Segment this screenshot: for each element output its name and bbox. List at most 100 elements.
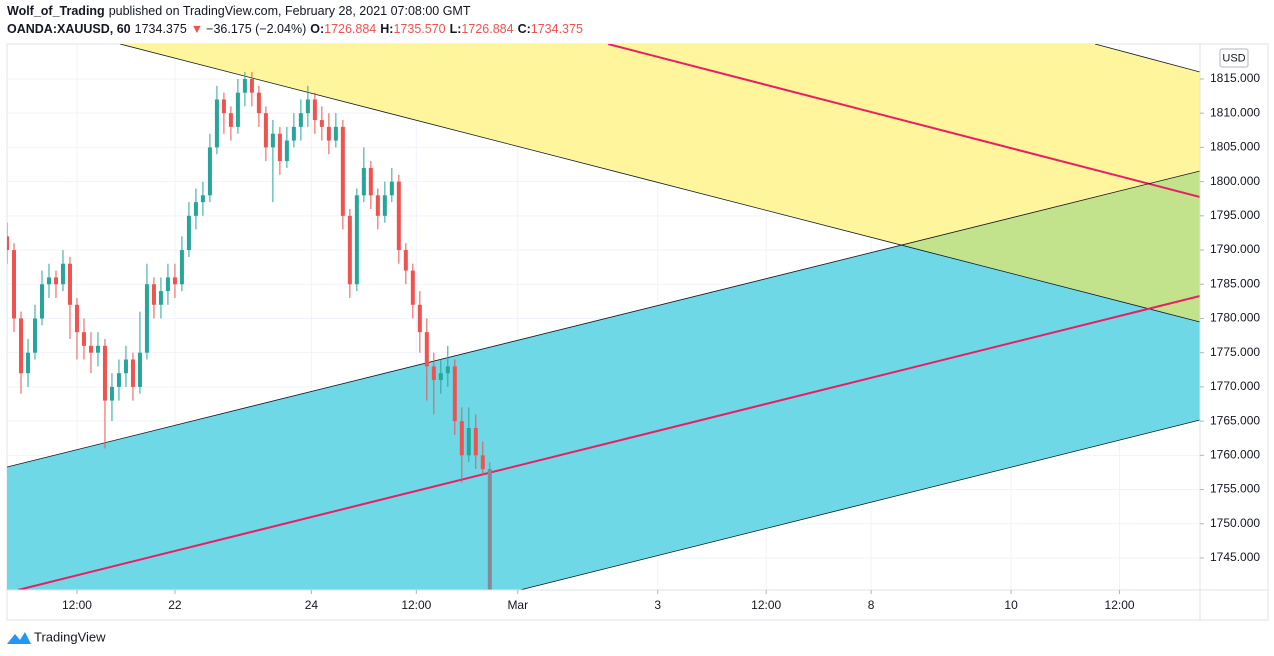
candle-body	[242, 78, 247, 93]
candles	[7, 72, 492, 590]
candle-body	[298, 113, 303, 127]
candle-body	[39, 284, 44, 319]
candle-body	[67, 263, 72, 305]
axes: 1745.000 1750.000 1755.000 1760.000 1765.000…	[62, 71, 1260, 612]
candle-body	[368, 167, 373, 196]
logo-icon	[7, 632, 31, 644]
channel-line[interactable]	[119, 44, 1200, 323]
channel-midline[interactable]	[607, 44, 1200, 198]
candle-body	[221, 99, 226, 114]
candle-body	[137, 352, 142, 387]
candle-body	[382, 195, 387, 216]
y-tick-label: 1755.000	[1210, 482, 1260, 496]
candle-body	[144, 284, 149, 353]
candle-body	[18, 318, 23, 374]
channel-line[interactable]	[519, 419, 1200, 590]
author[interactable]: Wolf_of_Trading	[7, 4, 105, 18]
x-tick-label: 8	[868, 598, 875, 612]
candle-body	[417, 304, 422, 333]
candle-body	[354, 195, 359, 285]
candle-body	[452, 366, 457, 422]
y-tick-label: 1795.000	[1210, 208, 1260, 222]
candle-body	[158, 291, 163, 305]
candle-body	[347, 215, 352, 285]
candle-body	[375, 195, 380, 216]
candle-body	[32, 318, 37, 353]
candle-body	[480, 455, 485, 470]
candle-body	[7, 236, 9, 251]
candle-body	[74, 304, 79, 333]
published: published on TradingView.com, February 2…	[109, 4, 471, 18]
candle-body	[207, 147, 212, 196]
candle-body	[151, 284, 156, 305]
candle-body	[179, 250, 184, 285]
y-tick-label: 1760.000	[1210, 448, 1260, 462]
candle-body	[46, 277, 51, 285]
candle-body	[53, 277, 58, 285]
candle-body	[249, 78, 254, 93]
ohlc-line: OANDA:XAUUSD, 60 1734.375 ▼ −36.175 (−2.04%…	[7, 22, 583, 36]
y-tick-label: 1810.000	[1210, 105, 1260, 119]
candle-body	[284, 140, 289, 162]
brand[interactable]: TradingView	[34, 629, 106, 644]
candle-body	[466, 427, 471, 456]
candle-body	[186, 215, 191, 251]
candle-body	[305, 99, 310, 114]
channel-overlap	[903, 171, 1200, 322]
header-line: Wolf_of_Trading published on TradingView.…	[7, 4, 471, 18]
candle-body	[410, 270, 415, 305]
open-label: O:	[310, 22, 324, 36]
candle-body	[403, 250, 408, 271]
y-tick-label: 1770.000	[1210, 379, 1260, 393]
candle-body	[200, 195, 205, 203]
candle-body	[340, 126, 345, 216]
candle-body	[312, 99, 317, 121]
candle-body	[389, 181, 394, 196]
blue-channel[interactable]	[7, 171, 1200, 590]
candle-body	[459, 421, 464, 456]
drawings	[7, 44, 1200, 590]
candle-body	[81, 332, 86, 346]
candle-body	[424, 332, 429, 367]
x-tick-label: 12:00	[62, 598, 92, 612]
y-tick-label: 1775.000	[1210, 345, 1260, 359]
y-tick-label: 1815.000	[1210, 71, 1260, 85]
logo: TradingView	[7, 629, 106, 644]
y-tick-label: 1800.000	[1210, 174, 1260, 188]
x-tick-label: 12:00	[1105, 598, 1135, 612]
candle-body	[235, 92, 240, 127]
candle-body	[487, 469, 492, 590]
candle-body	[445, 366, 450, 374]
candle-body	[25, 352, 30, 374]
candle-body	[431, 366, 436, 381]
candle-body	[396, 181, 401, 251]
low-value: 1726.884	[461, 22, 513, 36]
symbol: OANDA:XAUUSD, 60	[7, 22, 131, 36]
channel-line[interactable]	[1094, 44, 1200, 73]
close-value: 1734.375	[531, 22, 583, 36]
x-tick-label: 22	[168, 598, 182, 612]
x-tick-label: 12:00	[401, 598, 431, 612]
open-value: 1726.884	[324, 22, 376, 36]
candle-body	[291, 126, 296, 141]
close-label: C:	[518, 22, 531, 36]
currency: USD	[1222, 52, 1245, 64]
change: −36.175 (−2.04%)	[206, 22, 306, 36]
last-price: 1734.375	[135, 22, 187, 36]
low-label: L:	[450, 22, 462, 36]
candle-body	[172, 277, 177, 285]
candle-body	[11, 250, 16, 319]
currency-box[interactable]	[1219, 48, 1249, 68]
candle-body	[116, 373, 121, 387]
channel-line[interactable]	[7, 170, 1200, 468]
candle-body	[270, 133, 275, 148]
candle-body	[256, 92, 261, 114]
candle-body	[109, 386, 114, 401]
channel-midline[interactable]	[17, 295, 1200, 590]
candle-body	[88, 345, 93, 353]
candle-body	[333, 126, 338, 141]
y-tick-label: 1745.000	[1210, 550, 1260, 564]
y-tick-label: 1805.000	[1210, 140, 1260, 154]
change-arrow: ▼	[191, 22, 203, 36]
